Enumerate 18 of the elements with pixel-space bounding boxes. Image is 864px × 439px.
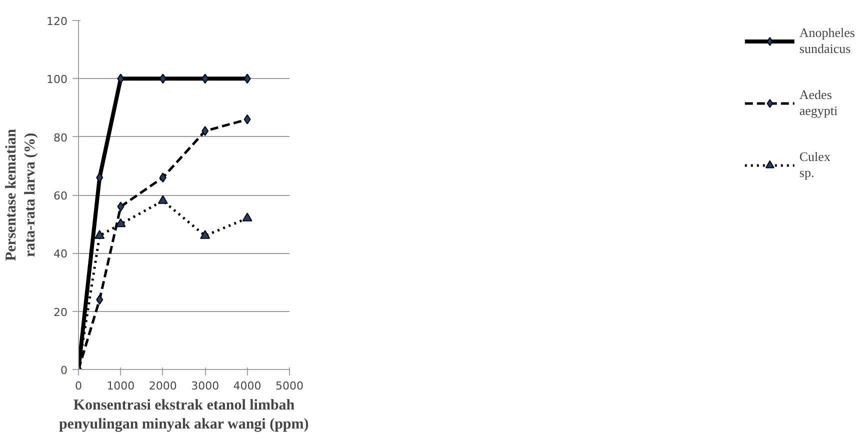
legend-label: Culex sp. [799,149,830,181]
x-tick-label: 5000 [276,380,304,392]
y-tick-label: 0 [60,364,68,377]
x-tick-label: 3000 [191,380,220,392]
y-axis-title: Persentase kematian rata-rata larva (%) [3,128,39,262]
x-tick-label: 1000 [106,380,135,392]
y-tick-label: 40 [54,248,68,261]
y-tick-label: 60 [54,190,68,202]
y-tick-label: 80 [54,131,68,144]
legend-label: Aedes aegypti [799,87,838,119]
y-tick-label: 100 [46,73,68,86]
y-tick-label: 20 [54,306,68,319]
x-tick-label: 2000 [148,380,177,392]
x-tick-label: 0 [75,380,82,392]
x-tick-label: 4000 [233,380,262,392]
x-axis-title: Konsentrasi ekstrak etanol limbah penyulingan minyak akar wangi (ppm) [58,398,309,433]
legend-label: Anopheles sundaicus [799,25,855,57]
y-tick-label: 120 [46,15,68,28]
